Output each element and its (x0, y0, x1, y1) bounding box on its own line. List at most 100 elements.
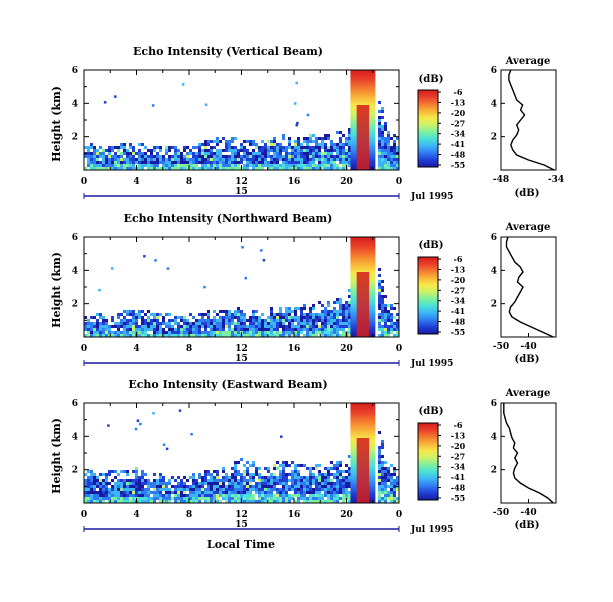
echo-cell (84, 497, 87, 500)
echo-cell (255, 155, 258, 158)
echo-cell (219, 485, 222, 488)
echo-cell (273, 149, 276, 152)
echo-cell (393, 473, 396, 476)
echo-cell (147, 497, 150, 500)
echo-cell (336, 158, 339, 161)
echo-cell (315, 488, 318, 491)
y-tick-label: 4 (72, 266, 78, 276)
echo-cell (309, 313, 312, 316)
echo-cell (309, 476, 312, 479)
echo-cell (378, 134, 381, 137)
echo-cell (246, 319, 249, 322)
echo-cell (180, 167, 183, 170)
echo-cell (156, 479, 159, 482)
echo-cell (114, 322, 117, 325)
echo-cell (222, 485, 225, 488)
echo-cell (183, 155, 186, 158)
echo-cell (228, 149, 231, 152)
echo-cells (84, 245, 399, 337)
echo-cell (102, 158, 105, 161)
echo-cell (306, 479, 309, 482)
echo-cell (126, 485, 129, 488)
echo-cell (105, 485, 108, 488)
echo-cell (198, 152, 201, 155)
colorbar-tick-label: -13 (451, 97, 466, 107)
echo-cell (249, 494, 252, 497)
echo-cell (309, 473, 312, 476)
echo-cell (171, 158, 174, 161)
echo-cell (87, 331, 90, 334)
echo-cell (273, 152, 276, 155)
echo-cell (225, 158, 228, 161)
echo-cell (204, 331, 207, 334)
echo-cell (345, 140, 348, 143)
echo-cell (99, 491, 102, 494)
echo-cell (252, 485, 255, 488)
echo-cell (237, 149, 240, 152)
echo-cell (381, 280, 384, 283)
echo-cell (144, 482, 147, 485)
echo-cell (276, 491, 279, 494)
echo-cell (315, 494, 318, 497)
echo-cell (348, 134, 351, 137)
echo-cell (336, 301, 339, 304)
echo-cell (384, 161, 387, 164)
echo-cell (237, 328, 240, 331)
echo-cell (390, 307, 393, 310)
echo-cell (180, 155, 183, 158)
echo-cell (174, 500, 177, 503)
echo-cell (249, 473, 252, 476)
echo-cell (207, 310, 210, 313)
echo-cell (183, 491, 186, 494)
echo-cell (288, 319, 291, 322)
echo-cell (186, 164, 189, 167)
echo-cell (306, 331, 309, 334)
echo-cell (132, 158, 135, 161)
echo-cell (318, 146, 321, 149)
echo-cell (126, 497, 129, 500)
echo-cell (300, 497, 303, 500)
echo-cell (165, 325, 168, 328)
echo-cell (156, 155, 159, 158)
echo-cell (98, 288, 101, 292)
echo-cell (312, 497, 315, 500)
echo-cell (216, 482, 219, 485)
echo-cell (267, 319, 270, 322)
echo-cell (213, 494, 216, 497)
echo-cell (345, 479, 348, 482)
echo-cell (393, 158, 396, 161)
echo-cell (324, 158, 327, 161)
echo-cell (297, 479, 300, 482)
echo-cell (243, 316, 246, 319)
echo-cell (228, 140, 231, 143)
echo-cell (312, 491, 315, 494)
echo-cell (381, 158, 384, 161)
echo-cell (132, 149, 135, 152)
echo-cell (174, 152, 177, 155)
echo-cell (210, 152, 213, 155)
echo-cell (147, 155, 150, 158)
echo-cell (285, 494, 288, 497)
echo-cell (90, 479, 93, 482)
echo-cell (267, 152, 270, 155)
echo-cell (285, 164, 288, 167)
echo-cell (345, 319, 348, 322)
echo-cell (384, 482, 387, 485)
echo-cell (261, 328, 264, 331)
echo-cell (285, 328, 288, 331)
echo-cell (267, 491, 270, 494)
echo-cell (228, 482, 231, 485)
echo-cell (300, 310, 303, 313)
echo-cell (219, 322, 222, 325)
echo-cell (216, 334, 219, 337)
echo-cell (240, 485, 243, 488)
echo-cell (348, 485, 351, 488)
echo-cell (99, 328, 102, 331)
echo-cell (180, 497, 183, 500)
echo-cell (258, 149, 261, 152)
echo-cell (219, 331, 222, 334)
echo-cell (342, 479, 345, 482)
echo-cell (117, 325, 120, 328)
echo-cell (231, 140, 234, 143)
echo-cell (276, 325, 279, 328)
